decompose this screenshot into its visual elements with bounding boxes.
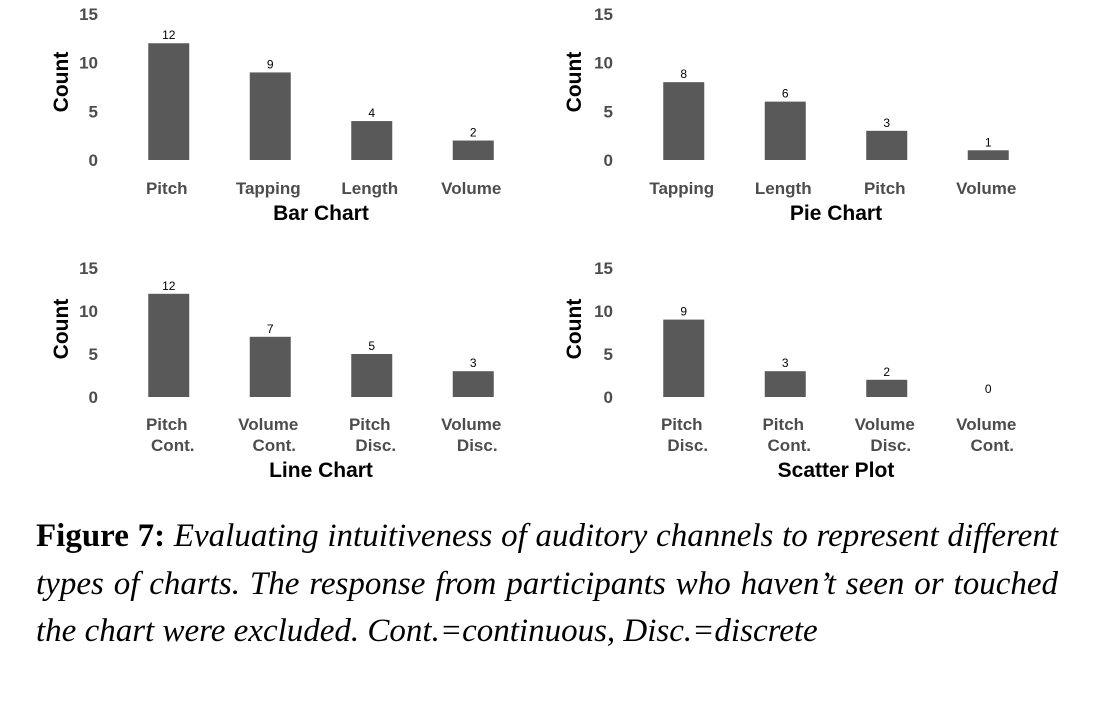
data-label: 6 <box>782 87 789 101</box>
data-label: 12 <box>162 28 176 42</box>
y-tick-label: 10 <box>594 54 613 73</box>
x-tick-label: Volume <box>238 415 298 434</box>
x-tick-label: Pitch <box>146 179 188 198</box>
data-label: 9 <box>267 57 274 71</box>
y-tick-label: 0 <box>604 388 613 407</box>
x-tick-label: Cont. <box>768 436 811 455</box>
bar <box>148 43 190 160</box>
bar <box>764 371 806 397</box>
x-tick-label: Length <box>341 179 398 198</box>
data-label: 12 <box>162 279 176 293</box>
bar <box>452 140 494 160</box>
x-tick-label: Volume <box>956 179 1016 198</box>
y-tick-label: 15 <box>594 259 613 278</box>
y-axis-label: Count <box>50 299 73 360</box>
x-tick-label: Volume <box>956 415 1016 434</box>
y-tick-label: 15 <box>79 259 98 278</box>
y-tick-label: 0 <box>89 388 98 407</box>
caption-label: Figure 7: <box>36 518 166 554</box>
bar <box>866 130 908 160</box>
bar <box>452 371 494 397</box>
y-tick-label: 0 <box>604 151 613 170</box>
x-tick-label: Volume <box>441 415 501 434</box>
bar <box>148 293 190 397</box>
y-axis-label: Count <box>50 52 73 113</box>
y-axis-label: Count <box>563 52 586 113</box>
data-label: 9 <box>680 305 687 319</box>
x-tick-label: Volume <box>855 415 915 434</box>
chart-title: Scatter Plot <box>778 459 895 482</box>
y-axis-label: Count <box>563 299 586 360</box>
y-tick-label: 5 <box>604 345 613 364</box>
x-tick-label: Disc. <box>457 436 498 455</box>
bar <box>249 72 291 160</box>
x-tick-label: Pitch <box>762 415 804 434</box>
data-label: 3 <box>883 116 890 130</box>
bar <box>764 101 806 160</box>
x-tick-label: Tapping <box>649 179 714 198</box>
data-label: 8 <box>680 67 687 81</box>
figure-charts: 051015Count12Pitch9Tapping4Length2Volume… <box>50 5 1016 482</box>
y-tick-label: 10 <box>79 54 98 73</box>
data-label: 2 <box>883 365 890 379</box>
chart-title: Pie Chart <box>790 202 882 225</box>
x-tick-label: Cont. <box>151 436 194 455</box>
data-label: 1 <box>985 135 992 149</box>
chart-title: Line Chart <box>269 459 373 482</box>
data-label: 5 <box>368 339 375 353</box>
data-label: 4 <box>368 106 375 120</box>
x-tick-label: Cont. <box>971 436 1014 455</box>
bar <box>663 82 705 160</box>
x-tick-label: Tapping <box>236 179 301 198</box>
bar <box>351 354 393 397</box>
y-tick-label: 5 <box>89 345 98 364</box>
x-tick-label: Disc. <box>870 436 911 455</box>
data-label: 3 <box>470 356 477 370</box>
caption-text: Evaluating intuitiveness of auditory cha… <box>36 518 1058 649</box>
y-tick-label: 10 <box>594 302 613 321</box>
x-tick-label: Pitch <box>146 415 188 434</box>
data-label: 0 <box>985 382 992 396</box>
y-tick-label: 10 <box>79 302 98 321</box>
y-tick-label: 15 <box>594 5 613 24</box>
chart-title: Bar Chart <box>273 202 369 225</box>
data-label: 7 <box>267 322 274 336</box>
bar <box>351 121 393 160</box>
x-tick-label: Volume <box>441 179 501 198</box>
y-tick-label: 5 <box>89 102 98 121</box>
bar <box>249 336 291 397</box>
data-label: 3 <box>782 356 789 370</box>
x-tick-label: Pitch <box>661 415 703 434</box>
x-tick-label: Disc. <box>667 436 708 455</box>
y-tick-label: 15 <box>79 5 98 24</box>
bar <box>866 379 908 397</box>
bar <box>663 319 705 397</box>
y-tick-label: 5 <box>604 102 613 121</box>
x-tick-label: Disc. <box>355 436 396 455</box>
x-tick-label: Pitch <box>349 415 391 434</box>
figure-caption: Figure 7: Evaluating intuitiveness of au… <box>36 513 1058 656</box>
data-label: 2 <box>470 126 477 140</box>
x-tick-label: Length <box>755 179 812 198</box>
bar <box>967 150 1009 160</box>
y-tick-label: 0 <box>89 151 98 170</box>
x-tick-label: Cont. <box>253 436 296 455</box>
x-tick-label: Pitch <box>864 179 906 198</box>
